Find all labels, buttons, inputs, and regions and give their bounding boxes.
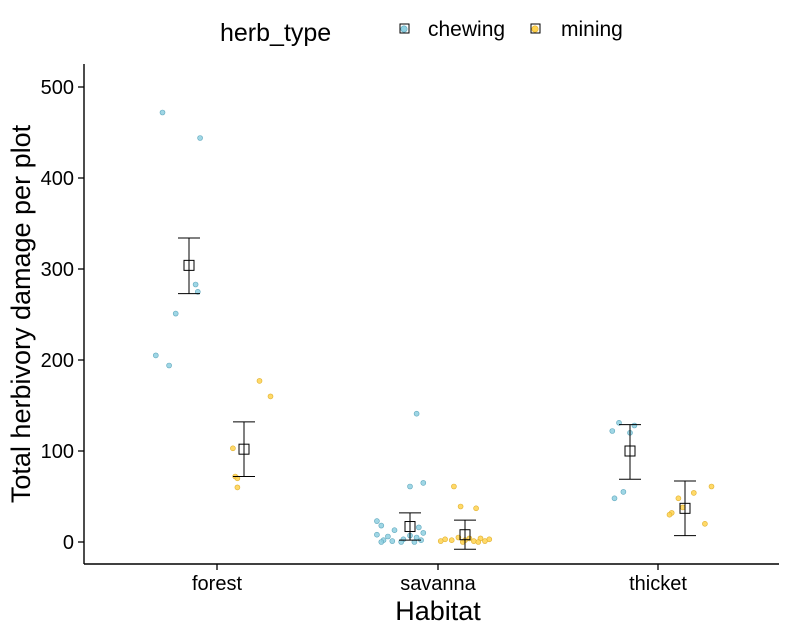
point-chewing <box>195 288 201 295</box>
y-axis-ticks: 0 100 200 300 400 500 <box>41 77 84 554</box>
legend-label-chewing: chewing <box>428 18 505 41</box>
point-chewing <box>166 362 172 369</box>
point-mining <box>482 538 488 544</box>
x-tick-label-forest: forest <box>192 573 242 595</box>
point-mining <box>470 538 477 544</box>
point-chewing <box>197 135 203 141</box>
point-chewing <box>378 539 385 545</box>
x-tick-label-thicket: thicket <box>629 573 687 595</box>
mean-marker-chewing <box>404 521 416 533</box>
x-axis-ticks: forest savanna thicket <box>192 564 687 595</box>
error-bar-mining-thicket <box>674 480 696 537</box>
mean-error-bars <box>178 237 696 550</box>
point-chewing <box>378 522 385 529</box>
point-mining <box>230 445 236 452</box>
mean-marker-chewing <box>624 445 636 457</box>
point-mining <box>675 495 682 502</box>
error-bar-chewing-forest <box>178 237 200 295</box>
point-chewing <box>385 533 391 540</box>
x-axis-title: Habitat <box>395 596 481 626</box>
point-chewing <box>391 527 398 534</box>
point-mining <box>448 537 455 544</box>
point-chewing <box>172 310 179 317</box>
point-chewing <box>413 410 420 417</box>
error-bar-mining-savanna <box>454 519 476 550</box>
point-chewing <box>411 539 418 545</box>
error-bar-chewing-savanna <box>399 512 421 541</box>
point-mining <box>666 511 673 518</box>
point-chewing <box>159 109 166 116</box>
y-tick-label: 400 <box>41 168 74 190</box>
point-chewing <box>407 483 413 490</box>
y-tick-label: 500 <box>41 77 74 99</box>
legend-label-mining: mining <box>561 18 623 41</box>
y-axis-title: Total herbivory damage per plot <box>6 124 36 503</box>
point-mining <box>702 520 708 527</box>
legend: herb_type chewing mining <box>220 18 623 47</box>
point-mining <box>234 475 241 482</box>
point-mining <box>473 505 479 512</box>
point-chewing <box>620 489 627 495</box>
legend-square-chewing <box>399 23 410 34</box>
legend-square-mining <box>530 23 541 34</box>
point-chewing <box>609 428 616 434</box>
point-chewing <box>631 422 638 429</box>
point-chewing <box>398 539 405 545</box>
point-chewing <box>420 530 427 536</box>
x-tick-label-savanna: savanna <box>400 573 476 595</box>
y-tick-label: 100 <box>41 441 74 463</box>
point-chewing <box>374 518 380 524</box>
mean-marker-chewing <box>183 259 195 271</box>
point-mining <box>690 490 697 496</box>
mean-marker-mining <box>238 443 250 455</box>
point-chewing <box>616 419 622 426</box>
y-tick-label: 200 <box>41 350 74 372</box>
mean-marker-mining <box>679 502 691 514</box>
point-chewing <box>611 495 618 502</box>
error-bar-chewing-thicket <box>619 424 641 480</box>
point-mining <box>437 538 444 544</box>
legend-swatch-chewing <box>400 25 408 33</box>
point-chewing <box>374 531 380 538</box>
point-chewing <box>389 538 396 544</box>
point-mining <box>708 483 715 490</box>
point-mining <box>451 483 457 490</box>
point-mining <box>267 393 274 400</box>
y-tick-label: 300 <box>41 259 74 281</box>
point-mining <box>457 503 464 510</box>
mean-marker-mining <box>459 529 471 541</box>
legend-title: herb_type <box>220 19 331 47</box>
point-mining <box>475 539 482 545</box>
point-mining <box>234 484 241 491</box>
point-chewing <box>153 352 159 359</box>
error-bar-mining-forest <box>233 421 255 477</box>
legend-swatch-mining <box>531 25 539 33</box>
point-chewing <box>415 524 422 531</box>
point-chewing <box>420 480 427 486</box>
point-chewing <box>192 281 199 288</box>
point-mining <box>256 378 263 384</box>
y-tick-label: 0 <box>63 532 74 554</box>
